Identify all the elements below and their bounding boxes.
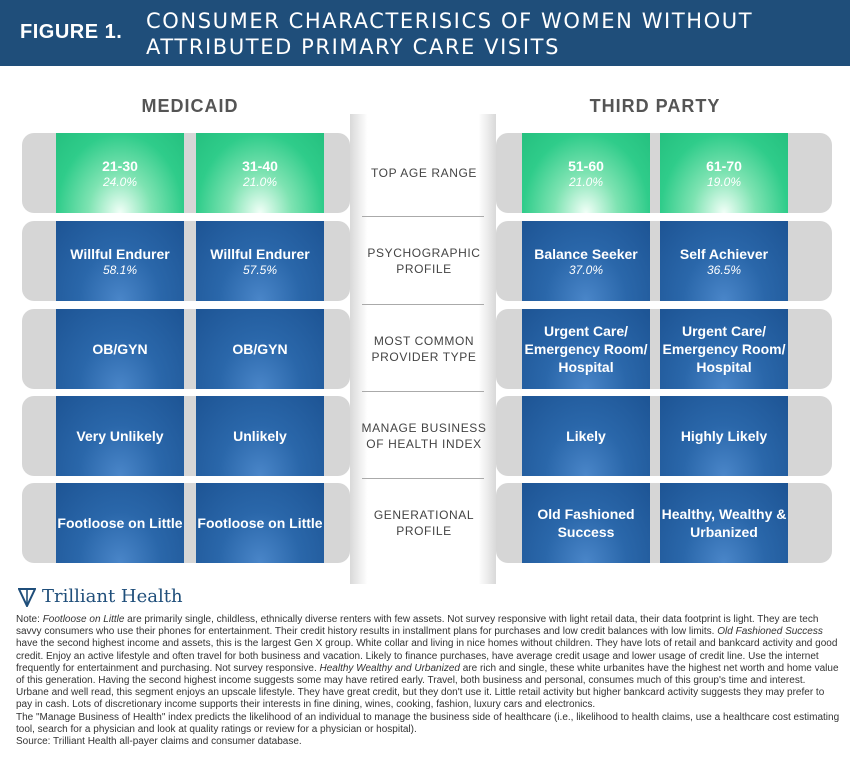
table-cell: OB/GYN (56, 309, 184, 389)
cell-value: Old Fashioned Success (537, 506, 635, 540)
note-text: are primarily single, childless, ethnica… (16, 614, 819, 638)
row-label-top-age-range: TOP AGE RANGE (370, 166, 478, 180)
table-cell: Footloose on Little (56, 483, 184, 563)
cell-value: Very Unlikely (76, 428, 164, 444)
note-text: have the second highest income and asset… (16, 638, 838, 674)
source-note: Source: Trilliant Health all-payer claim… (16, 736, 302, 748)
table-cell: Self Achiever 36.5% (660, 221, 788, 301)
table-cell: Old Fashioned Success (522, 483, 650, 563)
cell-value: Footloose on Little (57, 515, 183, 531)
cell-value: Healthy, Wealthy & Urbanized (661, 506, 787, 540)
cell-value: Footloose on Little (197, 515, 323, 531)
table-cell: 51-60 21.0% (522, 133, 650, 213)
row-label-provider-type: MOST COMMON PROVIDER TYPE (371, 334, 477, 364)
table-cell: Very Unlikely (56, 396, 184, 476)
trilliant-health-logo: Trilliant Health (18, 586, 183, 607)
cell-percent: 21.0% (242, 174, 278, 189)
row-divider (362, 216, 484, 217)
cell-value: Balance Seeker (534, 245, 638, 262)
table-cell: Willful Endurer 58.1% (56, 221, 184, 301)
cell-value: 61-70 (706, 157, 742, 174)
table-cell: Footloose on Little (196, 483, 324, 563)
figure-title: CONSUMER CHARACTERISICS OF WOMEN WITHOUT… (146, 9, 754, 59)
row-label-business-of-health-index: MANAGE BUSINESS OF HEALTH INDEX (361, 421, 487, 451)
cell-value: Willful Endurer (70, 245, 170, 262)
table-cell: Highly Likely (660, 396, 788, 476)
cell-value: 21-30 (102, 157, 138, 174)
row-label-panel (350, 114, 496, 584)
footnotes: Note: Footloose on Little are primarily … (16, 614, 840, 748)
table-cell: OB/GYN (196, 309, 324, 389)
table-cell: 31-40 21.0% (196, 133, 324, 213)
cell-value: Self Achiever (679, 245, 769, 262)
table-cell: Urgent Care/ Emergency Room/ Hospital (522, 309, 650, 389)
row-label-psychographic-profile: PSYCHOGRAPHIC PROFILE (367, 246, 481, 276)
note-term: Footloose on Little (42, 614, 125, 625)
generational-profile-note: Note: Footloose on Little are primarily … (16, 614, 840, 712)
cell-percent: 37.0% (568, 262, 604, 277)
table-cell: Likely (522, 396, 650, 476)
trilliant-logo-icon (18, 587, 36, 607)
table-cell: 21-30 24.0% (56, 133, 184, 213)
table-cell: Urgent Care/ Emergency Room/ Hospital (660, 309, 788, 389)
cell-percent: 57.5% (242, 262, 278, 277)
brand-name: Trilliant Health (42, 586, 183, 607)
column-heading-third-party: THIRD PARTY (589, 96, 721, 116)
index-note: The "Manage Business of Health" index pr… (16, 711, 840, 735)
table-cell: Healthy, Wealthy & Urbanized (660, 483, 788, 563)
cell-percent: 24.0% (102, 174, 138, 189)
note-text: Note: (16, 614, 43, 625)
cell-value: Urgent Care/ Emergency Room/ Hospital (662, 323, 786, 375)
cell-value: Willful Endurer (210, 245, 310, 262)
cell-value: Unlikely (233, 428, 287, 444)
cell-value: Likely (566, 428, 606, 444)
cell-percent: 58.1% (102, 262, 138, 277)
column-heading-medicaid: MEDICAID (141, 96, 239, 116)
cell-value: 31-40 (242, 157, 278, 174)
note-text: are rich and single, these white urbanit… (16, 662, 839, 711)
table-cell: Willful Endurer 57.5% (196, 221, 324, 301)
cell-percent: 21.0% (568, 174, 604, 189)
table-cell: Unlikely (196, 396, 324, 476)
note-term: Old Fashioned Success (717, 626, 823, 638)
row-label-generational-profile: GENERATIONAL PROFILE (373, 508, 475, 538)
cell-percent: 36.5% (706, 262, 742, 277)
cell-value: 51-60 (568, 157, 604, 174)
figure-label: FIGURE 1. (20, 21, 123, 43)
cell-value: Urgent Care/ Emergency Room/ Hospital (524, 323, 648, 375)
cell-value: OB/GYN (232, 341, 288, 357)
row-divider (362, 304, 484, 305)
table-cell: Balance Seeker 37.0% (522, 221, 650, 301)
row-divider (362, 391, 484, 392)
cell-value: Highly Likely (680, 428, 768, 444)
cell-value: OB/GYN (92, 341, 148, 357)
cell-percent: 19.0% (706, 174, 742, 189)
figure-header: FIGURE 1. CONSUMER CHARACTERISICS OF WOM… (0, 0, 850, 66)
note-term: Healthy Wealthy and Urbanized (319, 662, 460, 674)
table-cell: 61-70 19.0% (660, 133, 788, 213)
row-divider (362, 478, 484, 479)
